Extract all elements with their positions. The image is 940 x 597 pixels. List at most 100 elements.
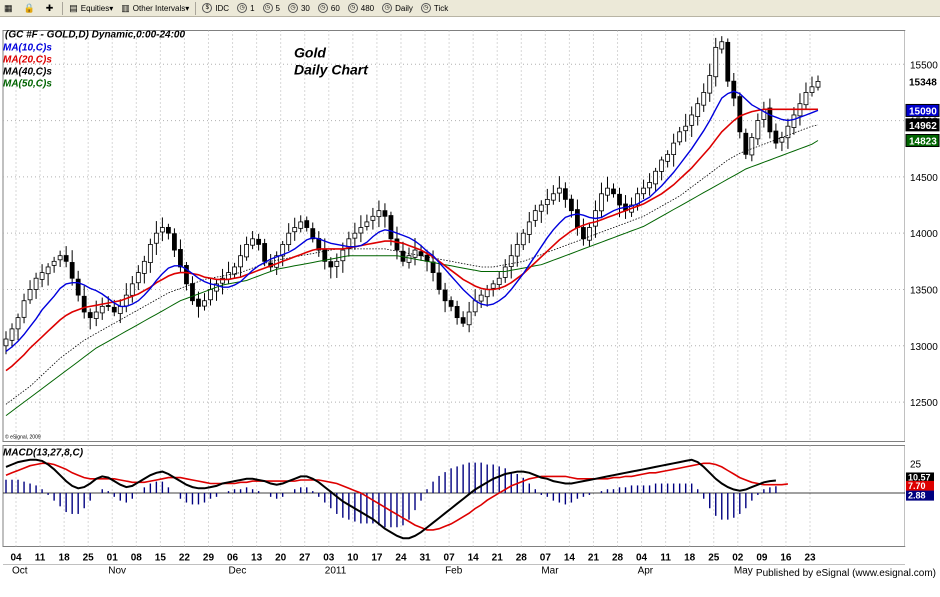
candle-body — [99, 305, 105, 314]
date-tick-label: 04 — [636, 553, 648, 564]
toolbar-item-5[interactable]: ◷ 5 — [259, 1, 284, 16]
candle-body — [472, 300, 478, 313]
price-tick-label: 12500 — [910, 398, 938, 409]
price-badge-label: 14962 — [909, 121, 937, 132]
copyright-note: © eSignal, 2009 — [5, 434, 41, 441]
date-tick-label: 25 — [708, 553, 720, 564]
toolbar-item-label: 60 — [330, 3, 340, 13]
ma-legend-label: MA(20,C)s — [3, 55, 52, 66]
interval-icon: ◷ — [317, 3, 328, 13]
candle-body — [202, 300, 207, 307]
candle-body — [394, 238, 400, 251]
candle-body — [599, 193, 604, 212]
candle-body — [111, 306, 117, 313]
toolbar: ▦ 🔒 ✚ ▤ Equities ▾ ▥ Other Intervals ▾ $ IDC ◷ 1 ◷ 5… — [0, 0, 940, 17]
toolbar-item-idc[interactable]: $ IDC — [198, 1, 233, 16]
candle-body — [743, 132, 749, 155]
candle-body — [454, 306, 460, 319]
ma20-line — [5, 108, 818, 372]
toolbar-item-grid[interactable]: ▦ — [0, 1, 20, 16]
price-tick-label: 13000 — [910, 342, 938, 353]
macd-line — [5, 458, 776, 540]
candle-body — [556, 187, 562, 194]
toolbar-item-60[interactable]: ◷ 60 — [314, 1, 344, 16]
intervals-icon: ▥ — [121, 2, 130, 13]
date-tick-label: 21 — [588, 553, 600, 564]
candle-body — [232, 266, 237, 275]
candle-body — [695, 103, 701, 117]
toolbar-item-equities[interactable]: ▤ Equities ▾ — [65, 1, 117, 16]
date-tick-label: 20 — [275, 553, 287, 564]
candle-body — [448, 300, 454, 307]
month-label: Dec — [229, 566, 247, 577]
interval-icon: ◷ — [262, 3, 273, 13]
candle-body — [737, 96, 743, 133]
candle-body — [135, 272, 141, 284]
interval-icon: ◷ — [347, 3, 358, 13]
date-tick-label: 11 — [660, 553, 671, 564]
candle-body — [665, 153, 671, 162]
toolbar-item-lock[interactable]: 🔒 — [20, 1, 42, 16]
candle-body — [190, 283, 195, 302]
idc-icon: $ — [202, 3, 213, 13]
month-label: Oct — [12, 566, 28, 577]
candle-body — [719, 41, 725, 50]
candle-body — [430, 261, 436, 273]
toolbar-item-480[interactable]: ◷ 480 — [344, 1, 378, 16]
price-badge — [905, 103, 940, 117]
candle-body — [707, 75, 713, 94]
candle-body — [75, 278, 81, 296]
candle-body — [63, 255, 69, 262]
lock-icon: 🔒 — [23, 2, 35, 13]
candle-body — [304, 220, 310, 228]
toolbar-item-label: 480 — [360, 3, 375, 13]
candle-body — [178, 249, 183, 268]
candle-body — [153, 232, 159, 244]
macd-panel-frame — [2, 445, 906, 547]
candle-body — [815, 80, 821, 88]
candle-body — [69, 262, 75, 279]
price-badge-label: 14823 — [909, 137, 937, 148]
date-tick-label: 01 — [107, 553, 119, 564]
toolbar-item-other-intervals[interactable]: ▥ Other Intervals ▾ — [117, 1, 193, 16]
toolbar-item-label: 30 — [300, 3, 310, 13]
candle-body — [274, 255, 280, 268]
macd-signal-line — [5, 462, 789, 531]
candle-body — [159, 227, 165, 233]
date-tick-label: 06 — [227, 553, 239, 564]
toolbar-item-label: IDC — [215, 3, 230, 13]
candle-body — [671, 142, 677, 155]
toolbar-item-1[interactable]: ◷ 1 — [233, 1, 258, 16]
date-tick-label: 08 — [131, 553, 143, 564]
month-label: Nov — [108, 566, 126, 577]
candle-body — [9, 328, 15, 341]
candle-body — [436, 272, 442, 290]
interval-icon: ◷ — [382, 3, 393, 13]
candle-body — [490, 283, 496, 289]
toolbar-item-plus[interactable]: ✚ — [42, 1, 61, 16]
candle-body — [496, 277, 502, 286]
candle-body — [773, 130, 779, 144]
chart-area: 04 11 18 25 01 08 15 22 29 06 13 20 27 03 10 17 24 31 07 14… — [2, 30, 940, 577]
candle-body — [334, 260, 340, 267]
date-tick-label: 18 — [684, 553, 696, 564]
toolbar-item-30[interactable]: ◷ 30 — [284, 1, 314, 16]
toolbar-item-tick[interactable]: ◷ Tick — [417, 1, 452, 16]
candle-body — [442, 289, 448, 302]
candle-body — [791, 114, 797, 128]
candle-body — [129, 283, 135, 296]
candle-body — [280, 244, 286, 257]
candle-body — [484, 289, 490, 298]
candle-body — [460, 317, 466, 324]
candle-body — [677, 131, 683, 143]
toolbar-separator — [62, 1, 64, 15]
price-tick-label: 14000 — [910, 229, 938, 240]
candle-body — [689, 114, 695, 126]
candle-body — [749, 137, 755, 156]
date-tick-label: 07 — [444, 553, 456, 564]
date-tick-label: 23 — [804, 553, 816, 564]
candle-body — [262, 243, 268, 262]
toolbar-item-daily[interactable]: ◷ Daily — [378, 1, 417, 16]
candle-body — [196, 298, 201, 307]
date-tick-label: 29 — [203, 553, 215, 564]
